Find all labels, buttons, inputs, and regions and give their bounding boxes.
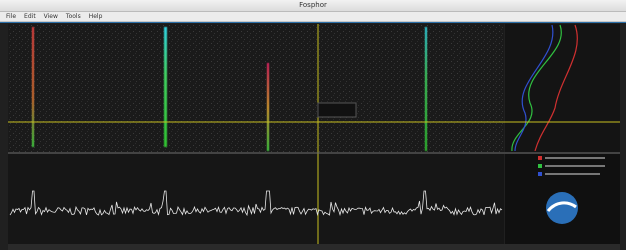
legend (538, 156, 605, 176)
waterfall (8, 24, 504, 152)
menu-item[interactable]: View (44, 12, 58, 21)
menu-item[interactable]: Edit (24, 12, 36, 21)
display (0, 23, 626, 250)
title-bar: Fosphor (0, 0, 626, 12)
cursor-readout (318, 103, 356, 117)
window-title: Fosphor (0, 0, 626, 11)
app-window: Fosphor File Edit View Tools Help (0, 0, 626, 250)
spectrum-plot (8, 154, 504, 244)
menu-item[interactable]: File (6, 12, 16, 21)
menu-item[interactable]: Help (89, 12, 103, 21)
menu-bar: File Edit View Tools Help (0, 12, 626, 22)
menu-item[interactable]: Tools (66, 12, 81, 21)
